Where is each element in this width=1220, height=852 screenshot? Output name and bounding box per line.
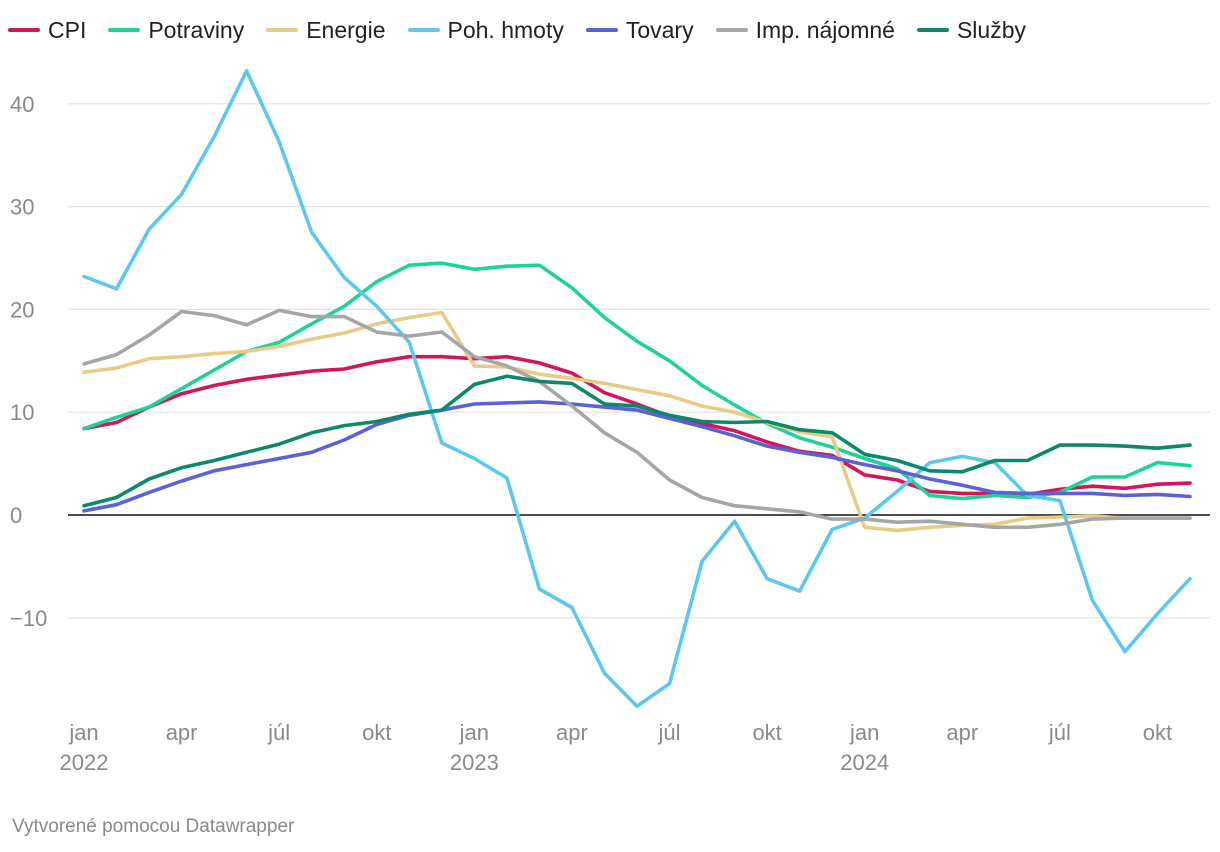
x-tick-year-label: 2024 (840, 750, 889, 775)
chart-legend: CPI Potraviny Energie Poh. hmoty Tovary Imp. … (8, 12, 1026, 48)
legend-swatch (715, 28, 748, 32)
legend-label: Energie (306, 16, 386, 43)
gridlines (68, 103, 1210, 619)
series-line-potraviny (82, 261, 1192, 501)
x-tick-label: jan (459, 720, 489, 745)
series-lines (82, 69, 1192, 709)
x-tick-year-label: 2022 (60, 750, 109, 775)
y-tick-label: 0 (10, 503, 22, 528)
legend-swatch (266, 28, 299, 32)
series-line-slu-by (82, 374, 1192, 508)
y-tick-label: 20 (10, 297, 34, 322)
legend-swatch (407, 28, 440, 32)
x-tick-label: okt (1143, 720, 1172, 745)
legend-label: CPI (48, 16, 87, 43)
x-tick-label: okt (752, 720, 781, 745)
x-tick-label: jan (849, 720, 879, 745)
legend-item: Imp. nájomné (715, 16, 895, 44)
y-tick-label: 10 (10, 400, 34, 425)
series-line-poh-hmoty (82, 69, 1192, 709)
legend-swatch (108, 28, 141, 32)
legend-item: Poh. hmoty (407, 16, 564, 44)
y-tick-label: 30 (10, 195, 34, 220)
x-tick-label: apr (556, 720, 588, 745)
y-tick-label: −10 (10, 606, 47, 631)
x-tick-year-label: 2023 (450, 750, 499, 775)
legend-swatch (916, 28, 949, 32)
legend-item: Energie (266, 16, 386, 44)
legend-label: Tovary (625, 16, 694, 43)
legend-swatch (585, 28, 618, 32)
x-tick-label: apr (946, 720, 978, 745)
x-tick-label: júl (658, 720, 681, 745)
x-tick-label: jan (68, 720, 98, 745)
x-tick-label: apr (166, 720, 198, 745)
legend-label: Potraviny (148, 16, 245, 43)
legend-label: Poh. hmoty (447, 16, 564, 43)
series-line-tovary (82, 400, 1192, 513)
legend-label: Služby (956, 16, 1026, 43)
legend-item: Tovary (585, 16, 694, 44)
legend-swatch (8, 28, 40, 32)
x-tick-label: júl (1048, 720, 1071, 745)
legend-item: Služby (916, 16, 1026, 44)
footer-credit: Vytvorené pomocou Datawrapper (12, 816, 295, 837)
legend-label: Imp. nájomné (755, 16, 895, 43)
series-line-cpi (82, 354, 1192, 497)
series-line-energie (82, 310, 1192, 533)
legend-item: CPI (8, 17, 86, 44)
y-tick-label: 40 (10, 92, 34, 117)
legend-item: Potraviny (108, 17, 244, 44)
x-tick-label: júl (267, 720, 290, 745)
series-line-imp-n-jomn (82, 308, 1192, 530)
y-axis: 40 30 20 10 0 −10 (10, 92, 47, 631)
x-axis: jan 2022 apr júl okt jan 2023 apr júl okt jan 2024 a… (60, 720, 1173, 775)
x-tick-label: okt (362, 720, 391, 745)
